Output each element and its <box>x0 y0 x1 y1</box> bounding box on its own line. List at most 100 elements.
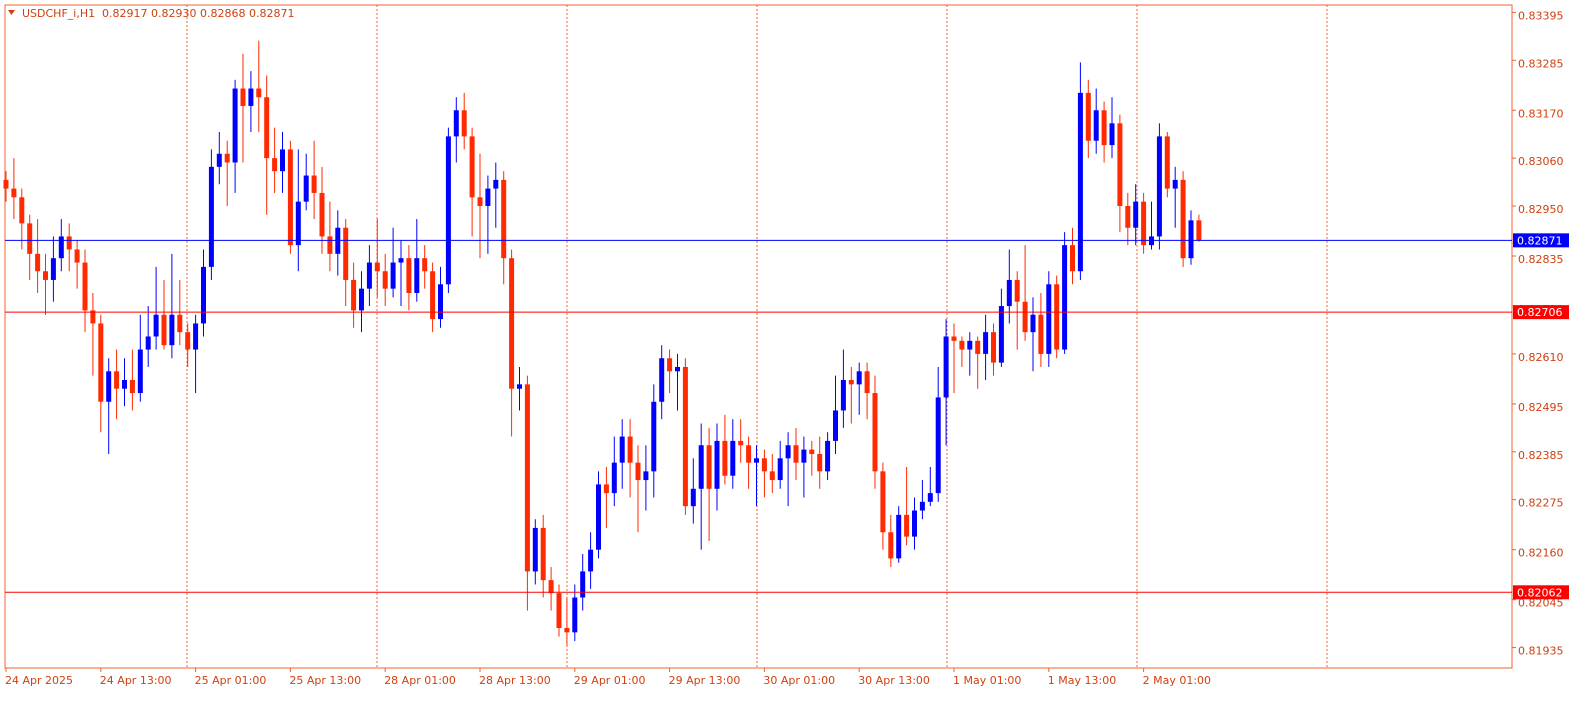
candle-body <box>169 314 175 346</box>
candle-body <box>1022 301 1028 333</box>
x-tick-label: 25 Apr 01:00 <box>195 674 267 687</box>
candle-body <box>19 197 25 224</box>
candle-body <box>564 627 570 633</box>
candle-body <box>919 501 925 511</box>
candle-body <box>287 149 293 246</box>
y-tick-label: 0.81935 <box>1518 645 1564 658</box>
price-label-box <box>1513 585 1569 600</box>
x-tick-label: 30 Apr 01:00 <box>763 674 835 687</box>
x-tick-label: 29 Apr 13:00 <box>669 674 741 687</box>
candle-body <box>580 571 586 598</box>
candle-body <box>43 271 48 280</box>
candle-body <box>122 380 127 389</box>
candle-body <box>548 580 554 594</box>
candle-body <box>1046 284 1052 354</box>
candle-body <box>754 458 759 463</box>
candle-body <box>896 514 902 559</box>
candle-body <box>461 110 467 137</box>
candle-body <box>848 380 854 385</box>
candle-body <box>777 458 783 481</box>
candle-body <box>1156 136 1162 237</box>
candle-body <box>359 288 364 311</box>
candle-body <box>145 336 151 350</box>
candle-body <box>50 258 56 280</box>
y-tick-label: 0.83060 <box>1518 155 1564 168</box>
candle-body <box>517 384 522 389</box>
candle-body <box>264 97 270 159</box>
candle-body <box>1085 92 1091 141</box>
candle-body <box>1172 179 1178 189</box>
candle-body <box>374 262 380 272</box>
candle-body <box>888 532 894 559</box>
y-tick-label: 0.82950 <box>1518 203 1564 216</box>
y-tick-label: 0.82160 <box>1518 547 1564 560</box>
candle-body <box>295 201 301 246</box>
candle-body <box>193 323 199 350</box>
candle-body <box>682 366 688 507</box>
candle-body <box>722 440 728 476</box>
candle-body <box>825 440 831 472</box>
candle-body <box>422 258 428 272</box>
candle-body <box>943 336 949 398</box>
candle-body <box>477 197 483 206</box>
candle-body <box>493 179 499 189</box>
candle-body <box>1038 314 1044 354</box>
candle-body <box>1101 110 1107 146</box>
candle-body <box>1054 284 1060 350</box>
candle-body <box>588 549 594 572</box>
candle-body <box>430 271 436 320</box>
candle-body <box>991 332 996 363</box>
candle-body <box>74 249 80 263</box>
candle-body <box>785 445 791 459</box>
candle-body <box>453 110 459 137</box>
candle-body <box>398 258 404 263</box>
candle-body <box>66 236 72 250</box>
candle-body <box>114 371 120 389</box>
candle-body <box>256 88 262 98</box>
bid-label: 0.82871 <box>1517 234 1563 247</box>
candle-body <box>216 153 222 167</box>
candle-body <box>208 166 214 267</box>
candle-body <box>880 471 886 533</box>
candle-body <box>366 262 372 289</box>
candle-body <box>240 88 246 106</box>
candle-body <box>1077 92 1083 272</box>
candle-body <box>129 380 135 394</box>
collapse-icon <box>8 10 15 15</box>
price-label: 0.82062 <box>1517 586 1563 599</box>
candle-body <box>667 358 673 372</box>
x-tick-label: 28 Apr 01:00 <box>384 674 456 687</box>
candle-body <box>1117 123 1123 206</box>
y-tick-label: 0.83285 <box>1518 57 1564 70</box>
candle-body <box>690 488 696 507</box>
x-tick-label: 28 Apr 13:00 <box>479 674 551 687</box>
candle-body <box>801 449 807 463</box>
candle-body <box>675 366 680 372</box>
x-tick-label: 1 May 01:00 <box>953 674 1021 687</box>
x-tick-label: 30 Apr 13:00 <box>858 674 930 687</box>
candle-body <box>761 458 767 472</box>
x-tick-label: 24 Apr 13:00 <box>100 674 172 687</box>
x-tick-label: 29 Apr 01:00 <box>574 674 646 687</box>
candle-body <box>856 371 862 385</box>
y-tick-label: 0.82045 <box>1518 597 1564 610</box>
candle-body <box>967 340 973 350</box>
candle-body <box>509 258 515 389</box>
candle-body <box>793 445 799 463</box>
candle-body <box>998 306 1004 363</box>
candle-body <box>556 593 562 628</box>
candle-body <box>1014 279 1020 302</box>
candle-body <box>327 236 333 254</box>
candle-body <box>137 349 143 394</box>
candle-body <box>303 175 309 202</box>
quote: 0.82917 0.82930 0.82868 0.82871 <box>102 7 294 20</box>
candle-body <box>406 258 412 293</box>
candle-body <box>445 136 451 285</box>
symbol: USDCHF_i,H1 <box>22 7 95 20</box>
candle-body <box>438 284 443 320</box>
candle-body <box>833 410 838 441</box>
candle-body <box>706 445 712 489</box>
candle-body <box>603 484 609 494</box>
candle-body <box>382 271 388 289</box>
x-tick-label: 1 May 13:00 <box>1048 674 1116 687</box>
